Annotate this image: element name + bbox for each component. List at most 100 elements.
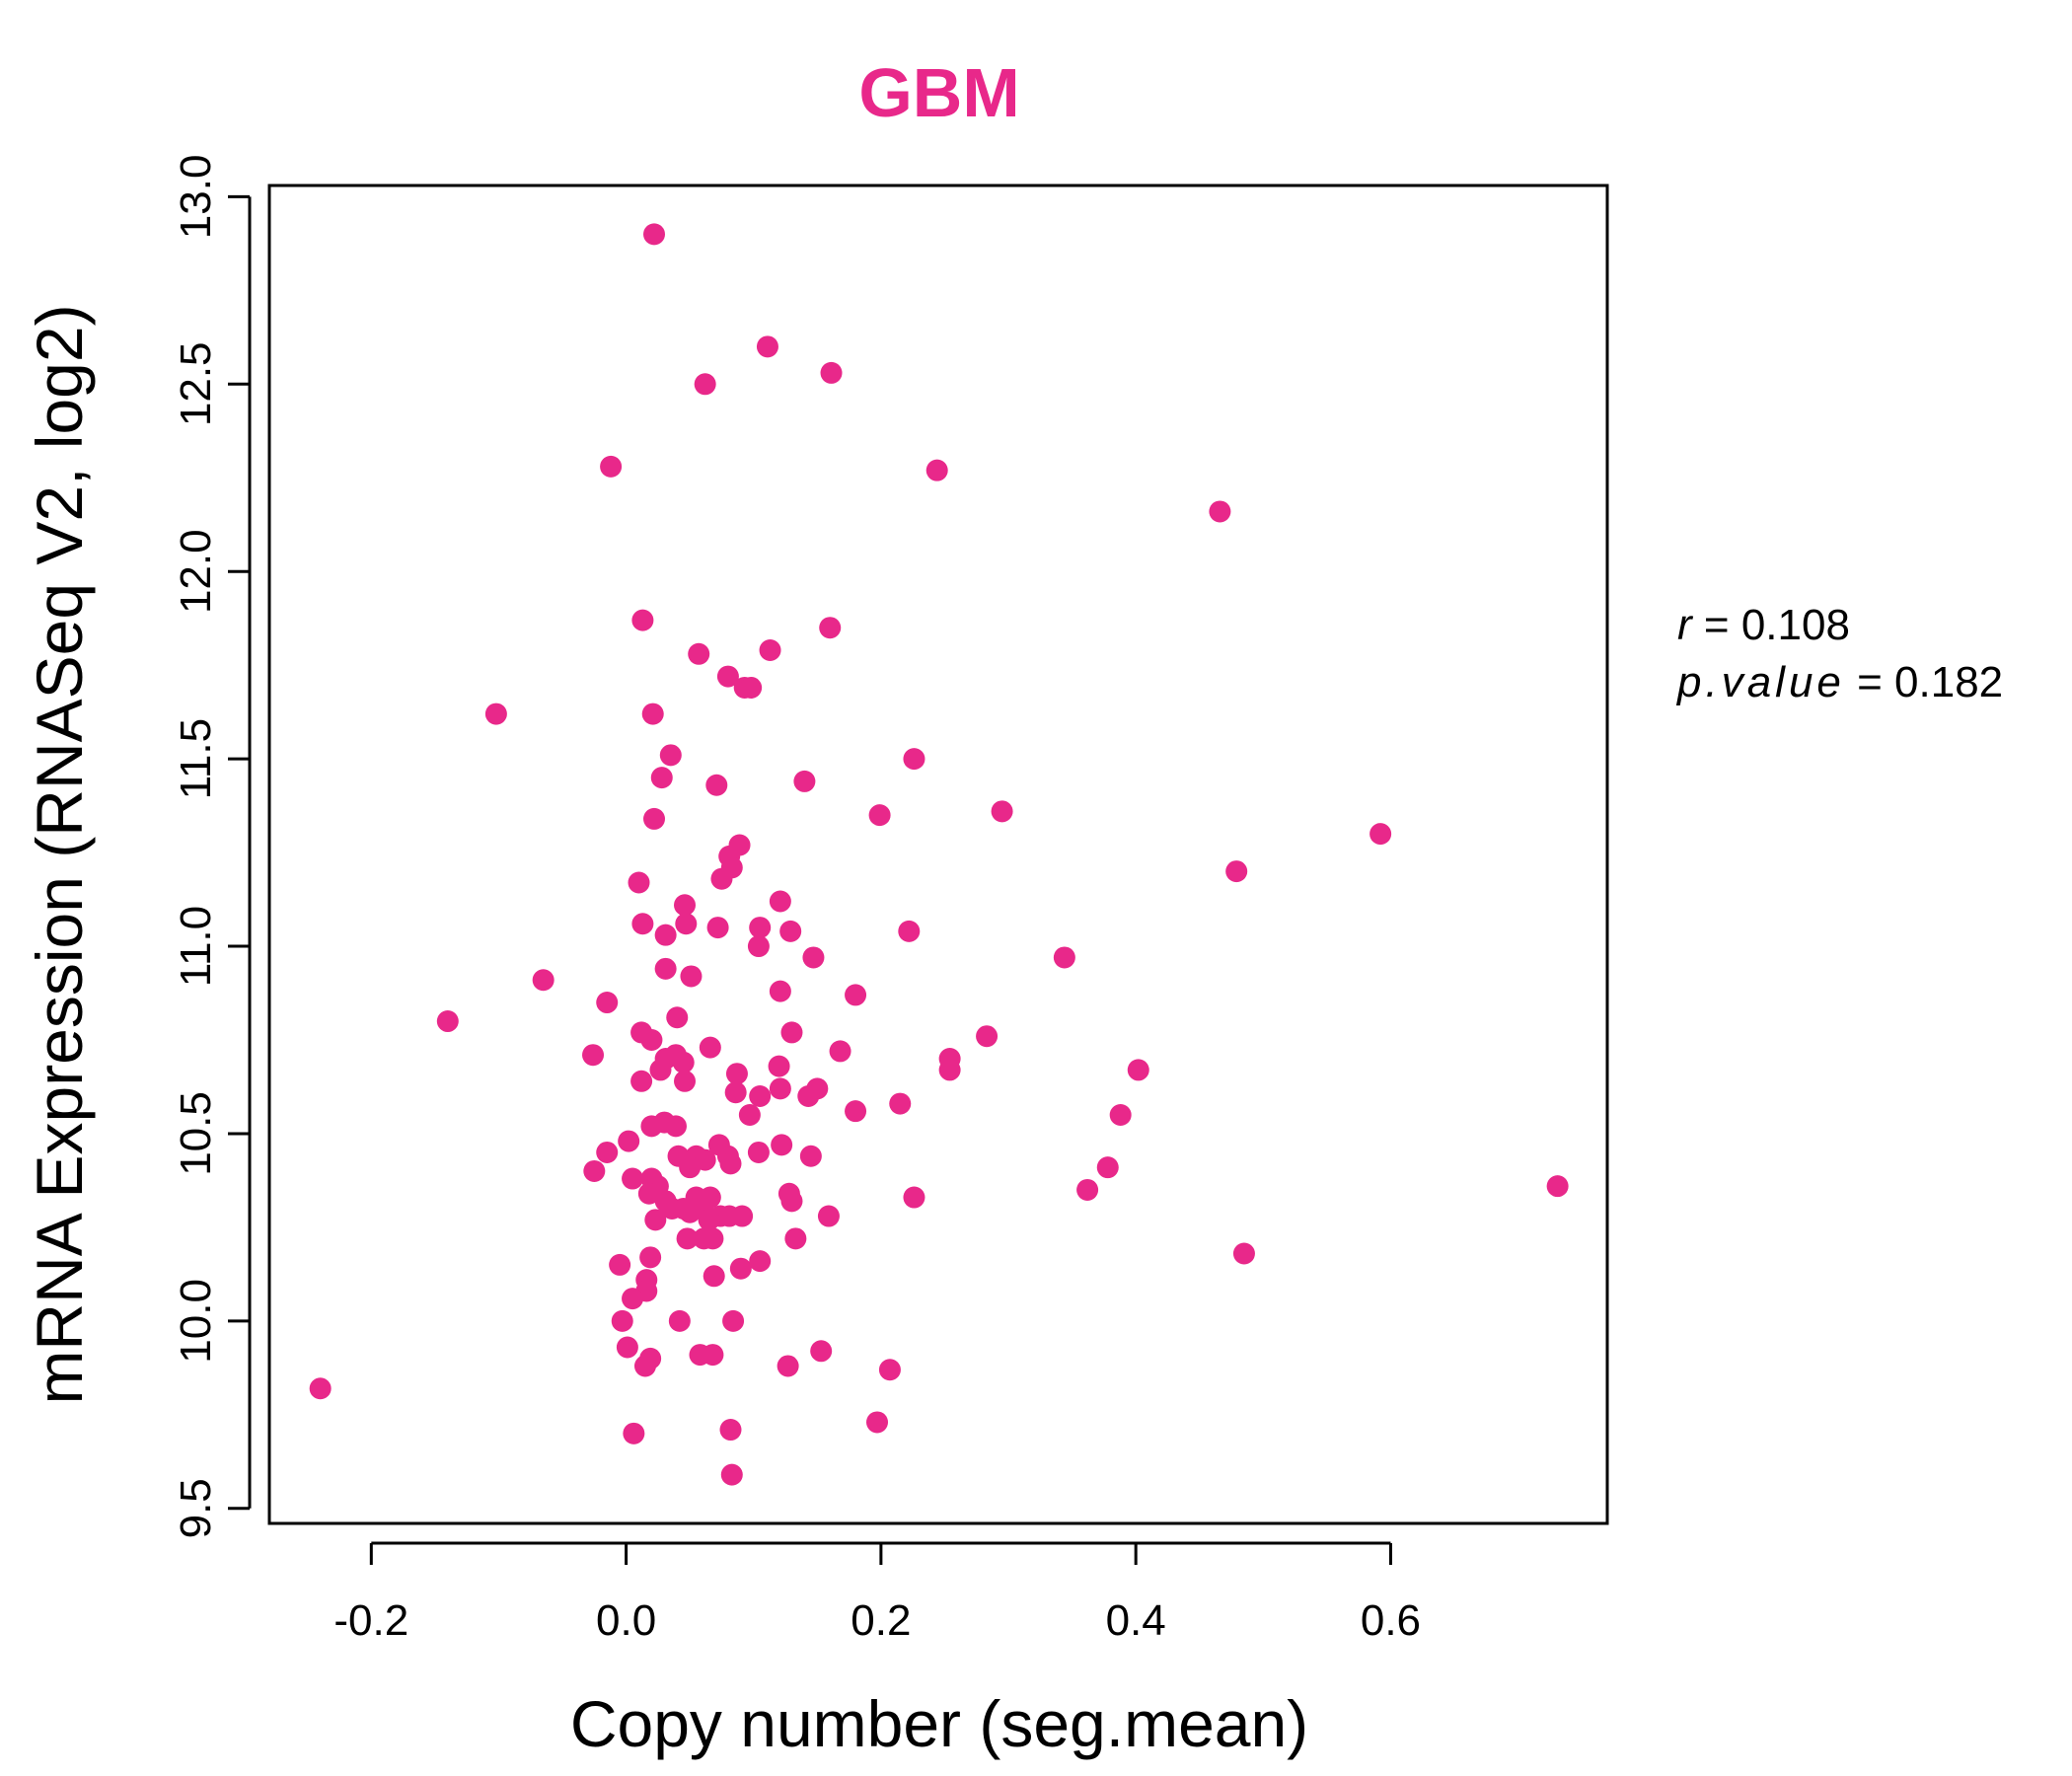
- data-point: [878, 1359, 901, 1381]
- data-point: [903, 1186, 925, 1209]
- data-point: [674, 1070, 697, 1092]
- data-point: [622, 1167, 644, 1190]
- data-point: [769, 1077, 791, 1100]
- data-point: [643, 223, 666, 246]
- data-point: [1096, 1156, 1119, 1179]
- x-tick-label: 0.4: [1106, 1596, 1166, 1645]
- data-point: [938, 1059, 961, 1081]
- data-point: [991, 800, 1013, 823]
- data-point: [868, 804, 891, 827]
- y-tick-label: 11.0: [172, 906, 220, 987]
- data-point: [720, 1463, 743, 1486]
- data-point: [777, 1355, 799, 1377]
- data-point: [616, 1336, 638, 1359]
- p-stat-label: p.value: [1675, 658, 1845, 706]
- data-point: [1109, 1103, 1132, 1126]
- data-point: [640, 1029, 663, 1052]
- data-point: [679, 1156, 702, 1179]
- data-point: [666, 1006, 689, 1029]
- data-point: [780, 1021, 803, 1044]
- data-point: [618, 1130, 640, 1152]
- data-point: [749, 917, 772, 939]
- p-stat-value: 0.182: [1894, 658, 2003, 706]
- data-point: [694, 373, 716, 396]
- data-point: [611, 1309, 633, 1332]
- data-point: [702, 1227, 724, 1250]
- data-point: [829, 1040, 851, 1063]
- chart-title: GBM: [858, 54, 1019, 131]
- data-point: [582, 1044, 605, 1067]
- data-point: [309, 1377, 332, 1400]
- y-tick-label: 10.5: [172, 1091, 220, 1176]
- data-point: [725, 1063, 748, 1085]
- data-point: [659, 744, 682, 767]
- data-point: [650, 767, 673, 789]
- x-axis-label: Copy number (seg.mean): [570, 1687, 1308, 1760]
- data-point: [668, 1309, 691, 1332]
- y-tick-label: 12.5: [172, 341, 220, 426]
- data-point: [793, 770, 816, 792]
- data-point: [768, 1055, 790, 1077]
- y-axis: 9.5 10.0 10.5 11.0 11.5 12.0 12.5 13.0: [172, 155, 252, 1538]
- data-point: [644, 1209, 667, 1231]
- data-point: [654, 957, 677, 980]
- x-tick-label: 0.0: [596, 1596, 656, 1645]
- data-point: [679, 1201, 702, 1223]
- data-point: [622, 1288, 644, 1310]
- data-point: [623, 1422, 645, 1444]
- data-point: [596, 992, 619, 1014]
- data-point: [1225, 860, 1248, 883]
- y-tick-label: 9.5: [172, 1478, 220, 1538]
- y-axis-label: mRNA Expression (RNASeq V2, log2): [23, 304, 96, 1404]
- data-point: [784, 1227, 807, 1250]
- data-point: [722, 1309, 745, 1332]
- data-point: [706, 917, 729, 939]
- y-tick-label: 10.0: [172, 1279, 220, 1364]
- data-point: [639, 1246, 662, 1269]
- data-point: [845, 984, 867, 1006]
- x-axis: -0.2 0.0 0.2 0.4 0.6: [333, 1541, 1421, 1645]
- r-stat-eq: =: [1692, 601, 1741, 649]
- data-point: [759, 638, 781, 661]
- data-point: [749, 1084, 772, 1107]
- data-point: [583, 1159, 606, 1182]
- data-point: [630, 1070, 653, 1092]
- data-point: [661, 1197, 684, 1220]
- data-point: [780, 1190, 803, 1213]
- r-stat-label: r: [1677, 601, 1694, 649]
- data-point: [719, 1419, 742, 1442]
- data-point: [845, 1100, 867, 1123]
- data-point: [799, 1145, 822, 1167]
- data-points: [309, 223, 1569, 1486]
- data-point: [641, 703, 664, 725]
- y-tick-label: 13.0: [172, 155, 220, 240]
- data-point: [1209, 500, 1231, 523]
- data-point: [817, 1205, 840, 1227]
- data-point: [1232, 1242, 1255, 1265]
- data-point: [889, 1092, 912, 1115]
- data-point: [1053, 946, 1075, 969]
- data-point: [654, 924, 677, 946]
- data-point: [740, 676, 763, 699]
- data-point: [600, 455, 623, 478]
- data-point: [1369, 823, 1392, 846]
- y-tick-label: 11.5: [172, 718, 220, 799]
- data-point: [718, 1205, 741, 1227]
- data-point: [653, 1111, 676, 1134]
- x-tick-label: -0.2: [333, 1596, 408, 1645]
- data-point: [1076, 1178, 1099, 1201]
- data-point: [672, 1051, 695, 1073]
- data-point: [676, 1227, 699, 1250]
- data-point: [436, 1010, 459, 1033]
- data-point: [703, 1265, 725, 1288]
- data-point: [609, 1253, 631, 1276]
- data-point: [747, 935, 770, 958]
- data-point: [976, 1025, 999, 1048]
- data-point: [675, 913, 698, 935]
- r-stat-value: 0.108: [1741, 601, 1850, 649]
- data-point: [769, 890, 791, 913]
- data-point: [819, 617, 842, 639]
- data-point: [637, 1182, 660, 1205]
- data-point: [749, 1250, 772, 1273]
- data-point: [698, 1209, 720, 1231]
